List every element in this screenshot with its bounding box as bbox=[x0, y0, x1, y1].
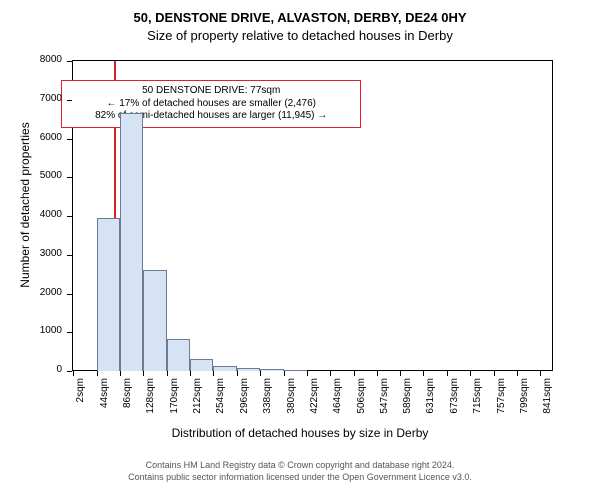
xtick-mark bbox=[284, 371, 285, 376]
xtick-mark bbox=[517, 371, 518, 376]
ytick-mark bbox=[67, 371, 72, 372]
xtick-mark bbox=[377, 371, 378, 376]
ytick-mark bbox=[67, 255, 72, 256]
annotation-line3: 82% of semi-detached houses are larger (… bbox=[70, 110, 352, 123]
histogram-bar bbox=[284, 370, 307, 371]
ytick-mark bbox=[67, 139, 72, 140]
plot-area: 50 DENSTONE DRIVE: 77sqm ← 17% of detach… bbox=[72, 60, 553, 371]
footer-line2: Contains public sector information licen… bbox=[0, 472, 600, 484]
xtick-label: 799sqm bbox=[519, 378, 530, 428]
ytick-mark bbox=[67, 100, 72, 101]
xtick-label: 506sqm bbox=[356, 378, 367, 428]
xtick-mark bbox=[73, 371, 74, 376]
xtick-label: 44sqm bbox=[99, 378, 110, 428]
xtick-mark bbox=[237, 371, 238, 376]
xtick-mark bbox=[167, 371, 168, 376]
xtick-label: 128sqm bbox=[145, 378, 156, 428]
xtick-label: 2sqm bbox=[75, 378, 86, 428]
xtick-label: 547sqm bbox=[379, 378, 390, 428]
histogram-bar bbox=[237, 368, 260, 371]
ytick-mark bbox=[67, 294, 72, 295]
xtick-mark bbox=[470, 371, 471, 376]
ytick-label: 3000 bbox=[0, 248, 62, 259]
xtick-label: 715sqm bbox=[472, 378, 483, 428]
xtick-mark bbox=[213, 371, 214, 376]
xtick-mark bbox=[330, 371, 331, 376]
footer-line1: Contains HM Land Registry data © Crown c… bbox=[0, 460, 600, 472]
xtick-label: 673sqm bbox=[449, 378, 460, 428]
ytick-mark bbox=[67, 216, 72, 217]
chart-title-line2: Size of property relative to detached ho… bbox=[0, 28, 600, 43]
xtick-label: 422sqm bbox=[309, 378, 320, 428]
histogram-bar bbox=[190, 359, 213, 371]
xtick-mark bbox=[400, 371, 401, 376]
chart-container: 50, DENSTONE DRIVE, ALVASTON, DERBY, DE2… bbox=[0, 0, 600, 500]
xtick-label: 254sqm bbox=[215, 378, 226, 428]
xtick-mark bbox=[260, 371, 261, 376]
ytick-label: 5000 bbox=[0, 170, 62, 181]
histogram-bar bbox=[97, 218, 120, 371]
xtick-label: 380sqm bbox=[286, 378, 297, 428]
xtick-label: 170sqm bbox=[169, 378, 180, 428]
histogram-bar bbox=[260, 369, 283, 371]
histogram-bar bbox=[143, 270, 166, 371]
xtick-label: 464sqm bbox=[332, 378, 343, 428]
ytick-label: 2000 bbox=[0, 287, 62, 298]
histogram-bar bbox=[120, 113, 143, 371]
xtick-label: 338sqm bbox=[262, 378, 273, 428]
xtick-mark bbox=[143, 371, 144, 376]
xtick-mark bbox=[540, 371, 541, 376]
x-axis-label: Distribution of detached houses by size … bbox=[0, 426, 600, 440]
ytick-label: 4000 bbox=[0, 209, 62, 220]
xtick-label: 841sqm bbox=[542, 378, 553, 428]
ytick-mark bbox=[67, 332, 72, 333]
ytick-label: 6000 bbox=[0, 132, 62, 143]
ytick-label: 1000 bbox=[0, 325, 62, 336]
ytick-label: 0 bbox=[0, 364, 62, 375]
xtick-mark bbox=[97, 371, 98, 376]
xtick-mark bbox=[120, 371, 121, 376]
xtick-label: 631sqm bbox=[425, 378, 436, 428]
xtick-mark bbox=[423, 371, 424, 376]
y-axis-label: Number of detached properties bbox=[18, 95, 32, 315]
xtick-label: 757sqm bbox=[496, 378, 507, 428]
ytick-mark bbox=[67, 61, 72, 62]
chart-title-line1: 50, DENSTONE DRIVE, ALVASTON, DERBY, DE2… bbox=[0, 10, 600, 25]
ytick-mark bbox=[67, 177, 72, 178]
xtick-label: 86sqm bbox=[122, 378, 133, 428]
annotation-line2: ← 17% of detached houses are smaller (2,… bbox=[70, 98, 352, 111]
xtick-mark bbox=[354, 371, 355, 376]
histogram-bar bbox=[213, 366, 236, 371]
xtick-mark bbox=[190, 371, 191, 376]
annotation-box: 50 DENSTONE DRIVE: 77sqm ← 17% of detach… bbox=[61, 80, 361, 128]
xtick-mark bbox=[307, 371, 308, 376]
xtick-label: 212sqm bbox=[192, 378, 203, 428]
histogram-bar bbox=[167, 339, 190, 371]
ytick-label: 7000 bbox=[0, 93, 62, 104]
footer-attribution: Contains HM Land Registry data © Crown c… bbox=[0, 460, 600, 483]
xtick-label: 296sqm bbox=[239, 378, 250, 428]
annotation-line1: 50 DENSTONE DRIVE: 77sqm bbox=[70, 85, 352, 98]
xtick-mark bbox=[494, 371, 495, 376]
xtick-mark bbox=[447, 371, 448, 376]
ytick-label: 8000 bbox=[0, 54, 62, 65]
xtick-label: 589sqm bbox=[402, 378, 413, 428]
